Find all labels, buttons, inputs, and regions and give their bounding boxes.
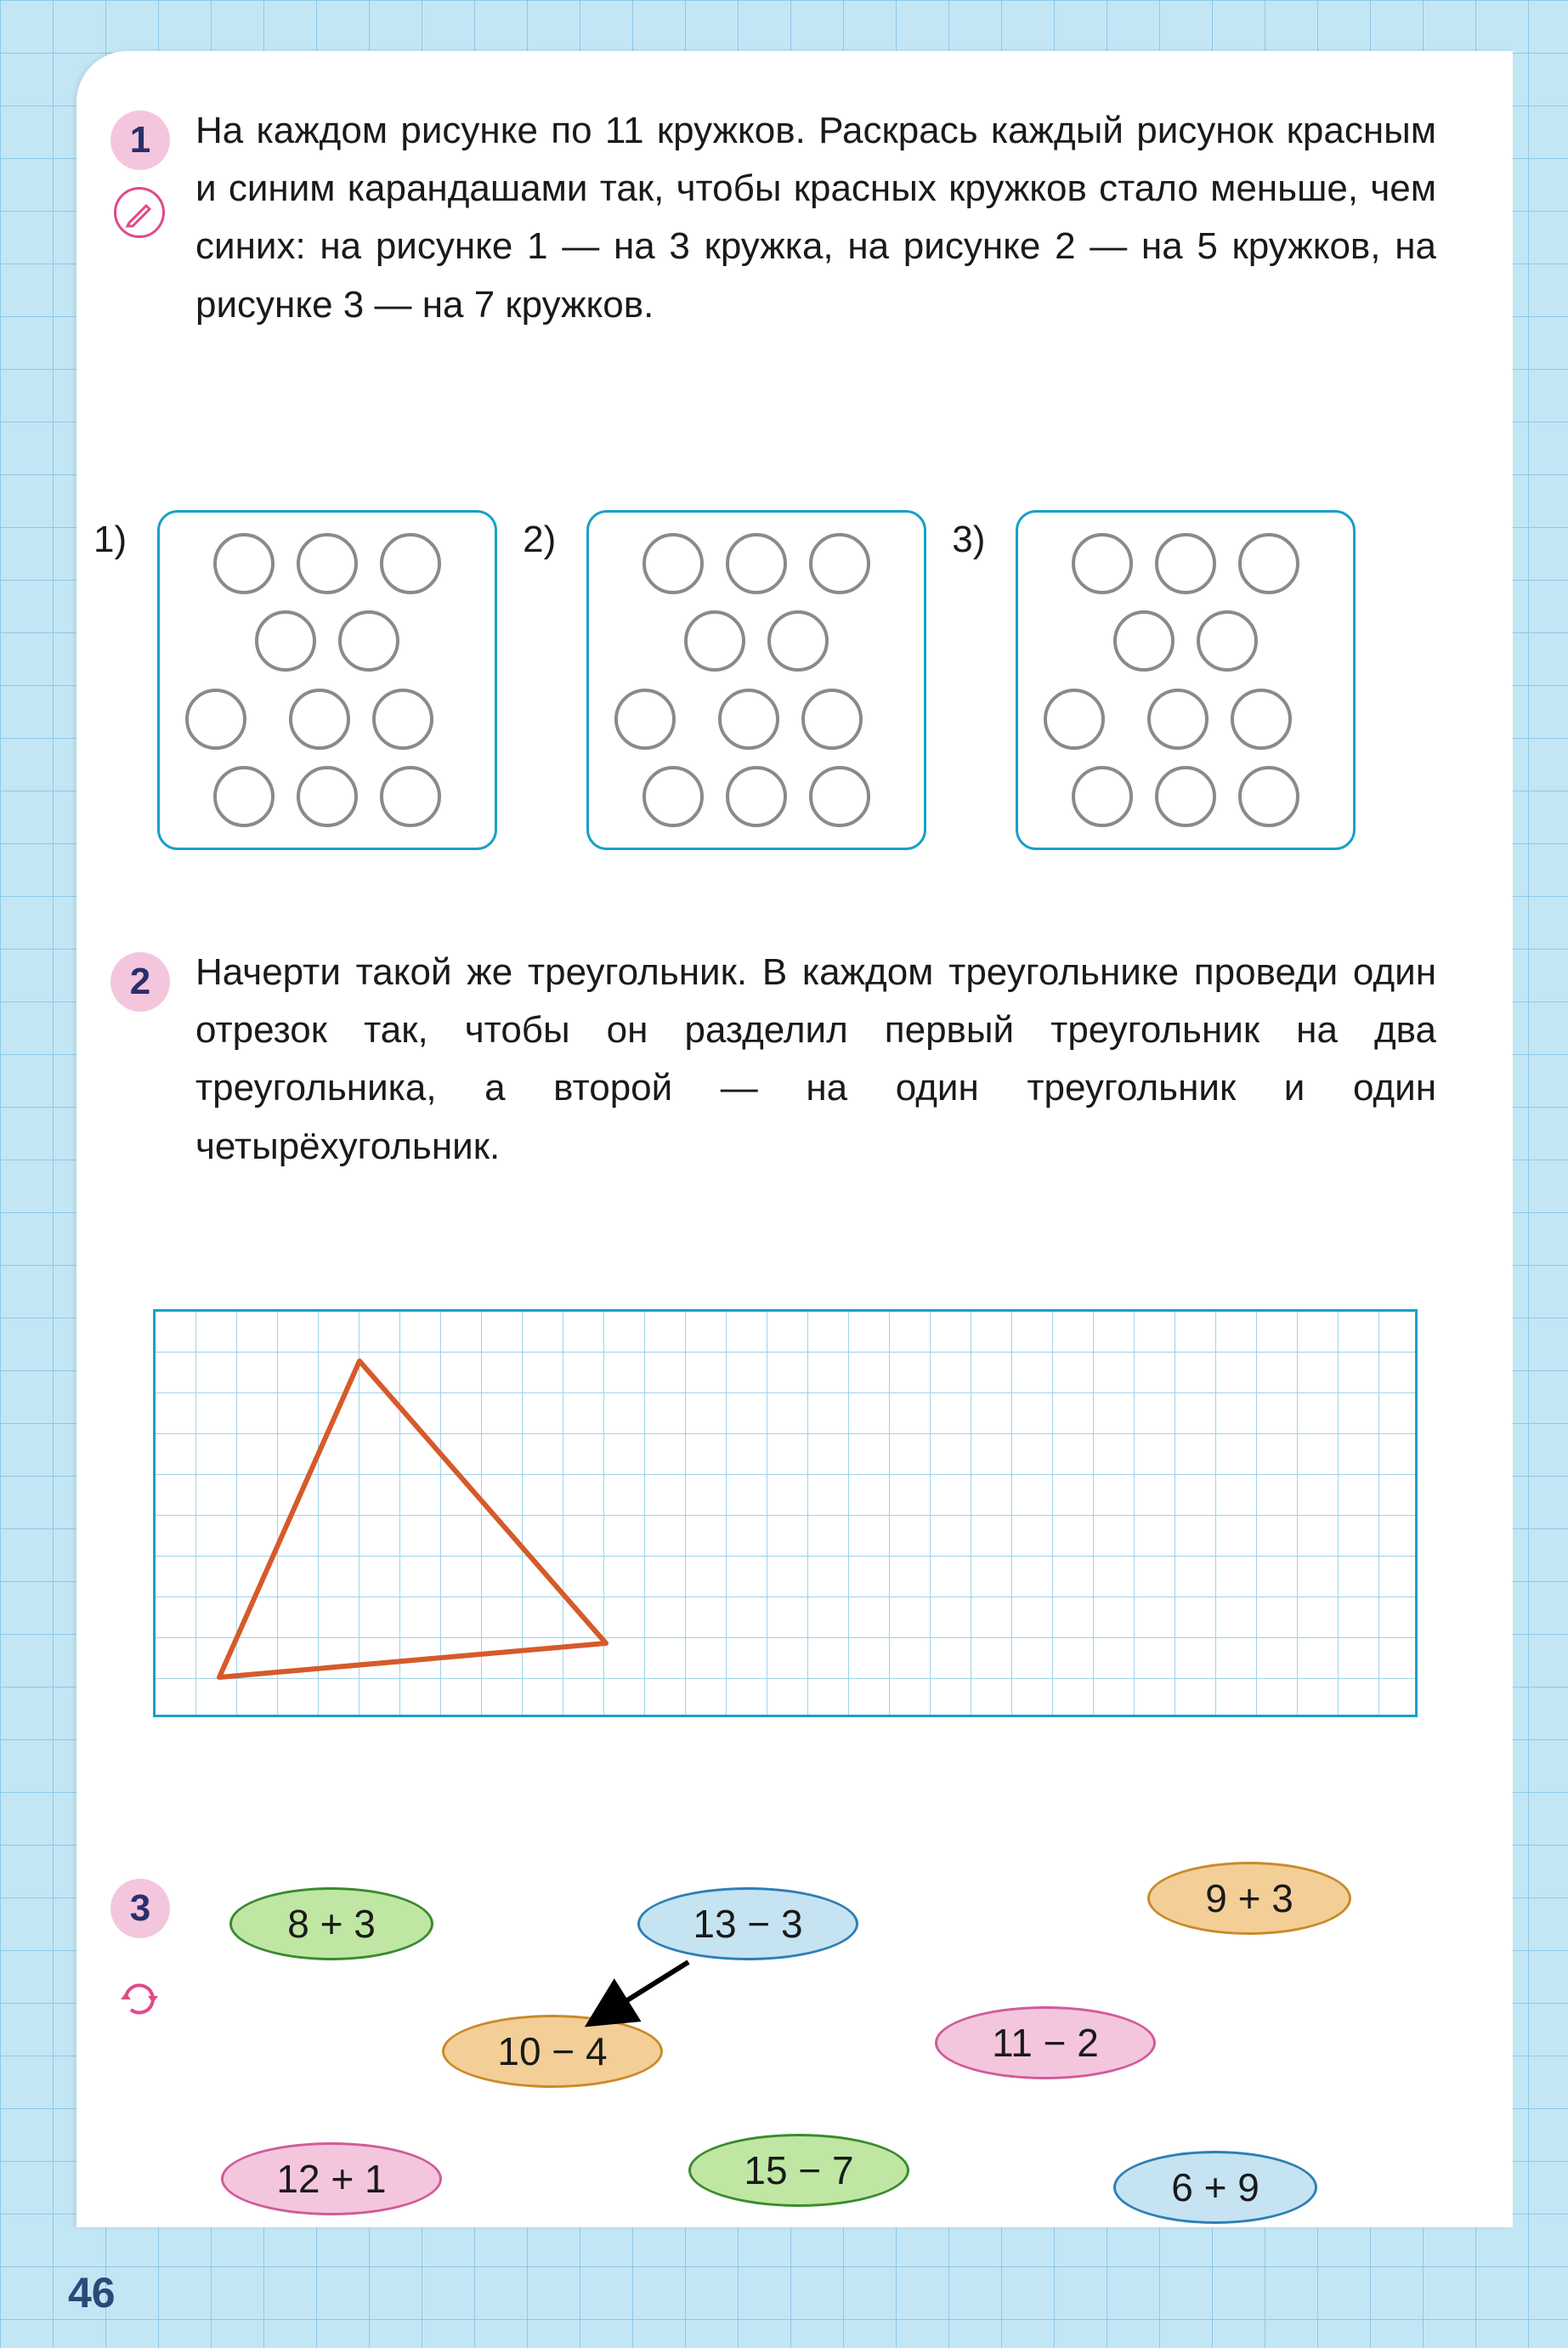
box3-label: 3) <box>952 519 985 561</box>
task1-boxes-row: 1) 2) 3) <box>93 510 1356 850</box>
row <box>611 766 902 827</box>
triangle-grid <box>153 1309 1418 1717</box>
expression-pill: 10 − 4 <box>442 2015 663 2088</box>
circle <box>1147 689 1209 750</box>
expression-pill: 8 + 3 <box>229 1887 433 1960</box>
circle <box>1231 689 1292 750</box>
expression-pill: 9 + 3 <box>1147 1862 1351 1935</box>
circle <box>801 689 863 750</box>
row <box>611 610 902 672</box>
box1-label: 1) <box>93 519 127 561</box>
row <box>182 689 473 750</box>
circle-box-2 <box>586 510 926 850</box>
expression-pill: 6 + 9 <box>1113 2151 1317 2224</box>
expression-pill: 15 − 7 <box>688 2134 909 2207</box>
circle <box>213 533 275 594</box>
circle <box>809 766 870 827</box>
circle <box>380 766 441 827</box>
row <box>611 689 902 750</box>
triangle-shape <box>219 1361 606 1677</box>
task1-text: На каждом рисунке по 11 кружков. Раскрас… <box>195 102 1436 334</box>
row <box>1040 610 1331 672</box>
circle <box>289 689 350 750</box>
circle <box>1072 766 1133 827</box>
row <box>182 766 473 827</box>
circle <box>684 610 745 672</box>
row <box>611 533 902 594</box>
row <box>182 610 473 672</box>
triangle-svg <box>156 1312 1420 1720</box>
row <box>182 533 473 594</box>
circle <box>1155 766 1216 827</box>
circle <box>1044 689 1105 750</box>
circle <box>809 533 870 594</box>
task3-number: 3 <box>130 1887 150 1930</box>
box2-label: 2) <box>523 519 556 561</box>
task3-number-badge: 3 <box>110 1879 170 1938</box>
circle <box>1155 533 1216 594</box>
circle <box>642 766 704 827</box>
circle <box>213 766 275 827</box>
row <box>1040 533 1331 594</box>
circle <box>380 533 441 594</box>
circle <box>767 610 829 672</box>
circle <box>372 689 433 750</box>
circle <box>726 533 787 594</box>
circle <box>1072 533 1133 594</box>
task1-number: 1 <box>130 119 150 162</box>
circle <box>338 610 399 672</box>
cycle-icon <box>114 1972 165 2023</box>
circle <box>1238 766 1299 827</box>
page-background: 1 На каждом рисунке по 11 кружков. Раскр… <box>0 0 1568 2348</box>
circle <box>718 689 779 750</box>
task2-number: 2 <box>130 961 150 1003</box>
circle-box-1 <box>157 510 497 850</box>
task2-number-badge: 2 <box>110 952 170 1012</box>
expression-pill: 12 + 1 <box>221 2142 442 2215</box>
circle <box>726 766 787 827</box>
task3-arrow <box>593 1962 688 2022</box>
pencil-icon <box>114 187 165 238</box>
circle <box>614 689 676 750</box>
page-number: 46 <box>68 2268 116 2317</box>
circle-box-3 <box>1016 510 1356 850</box>
circle <box>185 689 246 750</box>
circle <box>255 610 316 672</box>
task1-number-badge: 1 <box>110 111 170 170</box>
circle <box>297 766 358 827</box>
circle <box>1197 610 1258 672</box>
row <box>1040 766 1331 827</box>
circle <box>642 533 704 594</box>
expression-pill: 13 − 3 <box>637 1887 858 1960</box>
circle <box>1113 610 1175 672</box>
task2-text: Начерти такой же треугольник. В каждом т… <box>195 944 1436 1176</box>
circle <box>1238 533 1299 594</box>
expression-pill: 11 − 2 <box>935 2006 1156 2079</box>
row <box>1040 689 1331 750</box>
worksheet-sheet: 1 На каждом рисунке по 11 кружков. Раскр… <box>76 51 1513 2227</box>
circle <box>297 533 358 594</box>
